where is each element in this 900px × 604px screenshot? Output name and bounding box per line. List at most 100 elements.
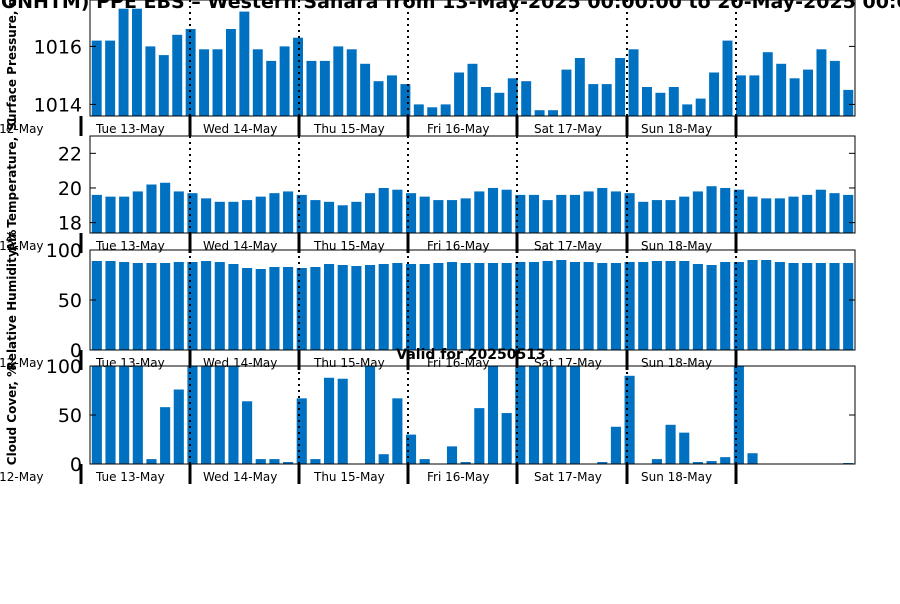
bar [296, 398, 307, 464]
bar [665, 200, 676, 233]
y-tick-label: 22 [58, 143, 82, 165]
bar [132, 263, 143, 350]
bar [569, 262, 581, 350]
x-day-label: Tue 13-May [95, 239, 165, 253]
bar [173, 262, 184, 350]
bar [255, 269, 266, 350]
bar [642, 87, 652, 116]
bar [761, 260, 772, 350]
bar [172, 34, 183, 116]
bar [146, 459, 157, 464]
y-axis-label: Cloud Cover, % [5, 365, 19, 465]
bar [460, 263, 471, 350]
chart-title: CSA (ONHTM) PPE EBS – Western Sahara fro… [0, 0, 900, 13]
y-tick-label: 100 [46, 240, 82, 262]
bar [556, 260, 567, 350]
bar [747, 453, 758, 464]
x-day-label: Sat 17-May [534, 470, 602, 484]
bar [679, 432, 690, 464]
bar [651, 200, 662, 233]
bar [501, 413, 512, 464]
bar [91, 366, 102, 464]
bar [119, 262, 130, 350]
bar [528, 366, 540, 464]
x-day-label: Thu 15-May [313, 122, 385, 136]
bar [214, 201, 225, 233]
bar [487, 187, 499, 233]
bar [695, 98, 706, 116]
bar [378, 454, 389, 464]
bar [413, 104, 424, 116]
bar [829, 193, 840, 233]
bar [119, 196, 130, 233]
bar [460, 462, 471, 464]
bar [747, 260, 758, 350]
bar [556, 366, 567, 464]
bar [225, 29, 236, 116]
bar [433, 200, 444, 233]
bar [668, 87, 679, 116]
bar [201, 261, 212, 350]
x-day-label: Mon 12-May [0, 122, 44, 136]
bar [679, 261, 690, 350]
bar [692, 462, 703, 464]
bar [337, 205, 348, 233]
bar [480, 87, 491, 116]
bar [269, 193, 280, 233]
y-tick-label: 18 [58, 213, 82, 235]
bar [709, 72, 720, 116]
bar [279, 46, 290, 116]
bar [651, 459, 662, 464]
bar [283, 191, 294, 233]
bar [324, 377, 335, 464]
bar [720, 457, 731, 464]
y-tick-label: 20 [58, 178, 82, 200]
bar [239, 11, 250, 116]
bar [405, 193, 417, 233]
bar [351, 201, 362, 233]
bar [252, 49, 263, 116]
bar [310, 267, 321, 350]
bar [569, 194, 581, 233]
y-tick-label: 50 [58, 405, 82, 427]
bar [655, 92, 666, 116]
panel-2: 18 20 22 Air Temperature, °CMon 12-May Tue 1… [0, 118, 856, 253]
bar [843, 194, 854, 233]
bar [624, 193, 635, 233]
bar [467, 63, 478, 116]
bar [132, 191, 143, 233]
bar [682, 104, 693, 116]
bar [776, 63, 787, 116]
bar [601, 84, 612, 116]
bar [574, 58, 585, 116]
bar [692, 191, 703, 233]
bar [788, 196, 799, 233]
bar [392, 398, 403, 464]
bar [242, 200, 253, 233]
bar [515, 194, 526, 233]
bar [487, 366, 499, 464]
bar [269, 459, 280, 464]
bar [548, 110, 558, 116]
bar [762, 52, 773, 116]
x-day-label: Sun 18-May [641, 122, 712, 136]
y-tick-label: 0 [70, 454, 82, 476]
bar [651, 261, 662, 350]
bar [310, 200, 321, 233]
bar [583, 262, 594, 350]
bar [228, 264, 239, 350]
bar [528, 262, 540, 350]
bar [624, 262, 635, 350]
bar [364, 265, 376, 350]
bar [720, 187, 731, 233]
bar [118, 8, 129, 116]
bar [542, 200, 553, 233]
bar [378, 187, 389, 233]
y-tick-label: 1016 [34, 36, 82, 58]
bar [460, 198, 471, 233]
bar [283, 462, 294, 464]
bar [706, 265, 717, 350]
bar [228, 366, 239, 464]
bar [735, 75, 746, 116]
